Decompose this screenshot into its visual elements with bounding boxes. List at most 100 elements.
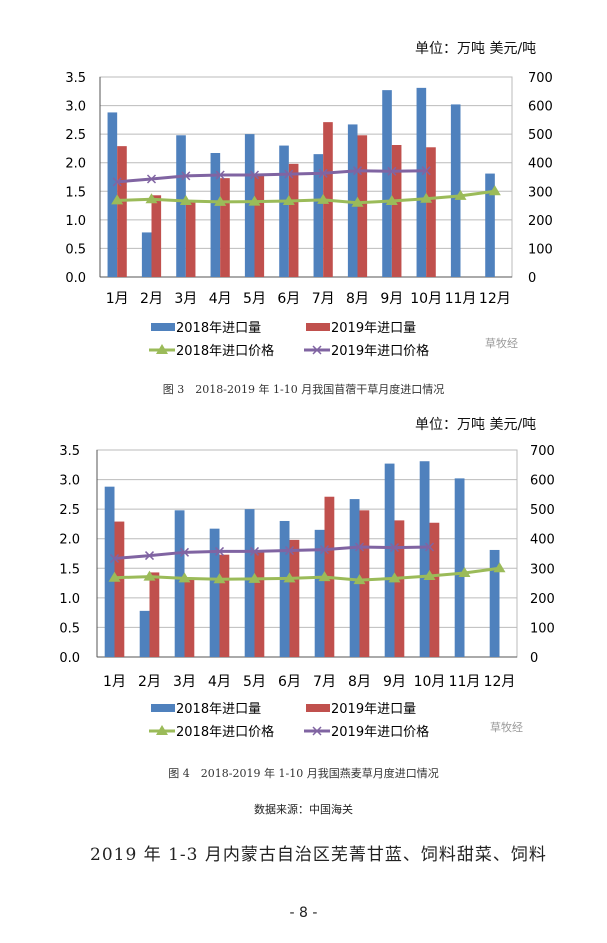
bar-2018 — [139, 610, 150, 657]
chart2: 0.0 0 0.5 100 1.0 200 1.5 300 2.0 400 2.5 500 3.0 600… — [59, 444, 555, 740]
triangle-marker — [353, 574, 366, 585]
triangle-marker — [248, 195, 261, 206]
bar-2018 — [313, 154, 324, 277]
chart2-caption: 图 4 2018-2019 年 1-10 月我国燕麦草月度进口情况 — [168, 767, 439, 780]
month-label: 11月 — [445, 291, 477, 307]
bar-2018 — [314, 529, 325, 657]
bar-2019 — [220, 178, 230, 277]
x-marker — [146, 174, 157, 184]
x-marker — [214, 546, 225, 556]
x-marker — [112, 177, 122, 187]
bar-2019 — [219, 554, 230, 657]
x-marker — [354, 542, 365, 552]
bar-2019 — [254, 175, 265, 277]
triangle-marker — [423, 569, 436, 580]
right-tick-label: 600 — [528, 100, 553, 115]
triangle-marker — [111, 194, 124, 205]
x-marker — [109, 553, 120, 564]
right-tick-label: 100 — [528, 242, 553, 257]
bar-2018 — [489, 549, 500, 657]
month-label: 8月 — [348, 674, 371, 690]
right-tick-label: 0 — [528, 271, 536, 286]
triangle-marker — [214, 195, 227, 206]
bar-2018 — [450, 104, 461, 277]
month-label: 12月 — [479, 291, 511, 307]
left-tick-label: 3.0 — [59, 474, 80, 489]
x-marker — [284, 546, 295, 556]
month-label: 6月 — [278, 674, 301, 690]
chart2-watermark: 草牧经 — [490, 721, 523, 734]
triangle-marker — [318, 571, 331, 582]
bar-2018 — [485, 173, 495, 277]
x-marker — [249, 170, 260, 180]
month-label: 4月 — [209, 291, 232, 307]
month-label: 7月 — [313, 674, 336, 690]
left-tick-label: 2.5 — [65, 128, 86, 143]
legend-marker — [156, 725, 168, 735]
line-2018年进口价格 — [117, 189, 496, 205]
triangle-marker — [283, 572, 296, 583]
triangle-marker — [145, 193, 158, 204]
x-marker — [144, 551, 155, 561]
bar-2019 — [429, 522, 440, 657]
triangle-marker — [420, 192, 433, 203]
bar-2019 — [391, 145, 402, 277]
triangle-marker — [143, 570, 156, 581]
month-label: 5月 — [243, 674, 266, 690]
data-source: 数据来源：中国海关 — [254, 803, 353, 816]
right-tick-label: 400 — [530, 533, 555, 548]
triangle-marker — [248, 572, 261, 583]
body-text: 2019 年 1-3 月内蒙古自治区芜菁甘蓝、饲料甜菜、饲料 — [90, 845, 547, 865]
legend-swatch — [151, 323, 175, 331]
bar-2019 — [289, 539, 300, 657]
left-tick-label: 1.0 — [59, 592, 80, 607]
bar-2019 — [185, 202, 196, 277]
triangle-marker — [317, 193, 330, 204]
bar-2019 — [426, 147, 436, 277]
right-tick-label: 200 — [528, 214, 553, 229]
left-tick-label: 2.5 — [59, 503, 80, 518]
month-label: 12月 — [484, 674, 516, 690]
legend-marker — [312, 726, 322, 736]
x-marker — [179, 547, 190, 557]
x-marker — [284, 169, 294, 179]
bar-2019 — [184, 579, 195, 657]
month-label: 9月 — [380, 291, 403, 307]
left-tick-label: 3.5 — [65, 71, 86, 86]
triangle-marker — [488, 185, 501, 196]
left-tick-label: 1.0 — [65, 214, 86, 229]
legend-swatch — [306, 323, 330, 331]
legend-label: 2018年进口价格 — [176, 343, 274, 359]
triangle-marker — [493, 562, 506, 573]
x-marker — [215, 170, 225, 180]
bar-2018 — [347, 124, 358, 277]
bar-2019 — [394, 520, 405, 657]
bar-2018 — [141, 232, 152, 277]
left-tick-label: 3.5 — [59, 444, 80, 459]
right-tick-label: 300 — [530, 562, 555, 577]
right-tick-label: 300 — [528, 185, 553, 200]
triangle-marker — [458, 567, 471, 578]
legend-label: 2018年进口量 — [176, 702, 261, 717]
bar-2018 — [174, 510, 185, 657]
bar-2018 — [279, 145, 289, 277]
right-tick-label: 500 — [528, 128, 553, 143]
month-label: 2月 — [140, 291, 163, 307]
x-marker — [318, 168, 328, 178]
bar-2018 — [419, 461, 430, 657]
x-marker — [249, 546, 260, 556]
bar-2018 — [454, 478, 465, 657]
bar-2019 — [151, 195, 162, 277]
chart2-unit: 单位：万吨 美元/吨 — [415, 417, 537, 433]
bar-2018 — [210, 153, 221, 277]
bar-2018 — [209, 528, 220, 657]
bar-2018 — [244, 509, 255, 657]
legend-marker — [312, 345, 322, 355]
chart1-unit: 单位：万吨 美元/吨 — [415, 41, 537, 57]
triangle-marker — [108, 571, 121, 582]
right-tick-label: 200 — [530, 592, 555, 607]
chart1-caption: 图 3 2018-2019 年 1-10 月我国苜蓿干草月度进口情况 — [162, 383, 445, 396]
line-2018年进口价格 — [114, 566, 500, 582]
month-label: 5月 — [243, 291, 266, 307]
left-tick-label: 2.0 — [59, 533, 80, 548]
